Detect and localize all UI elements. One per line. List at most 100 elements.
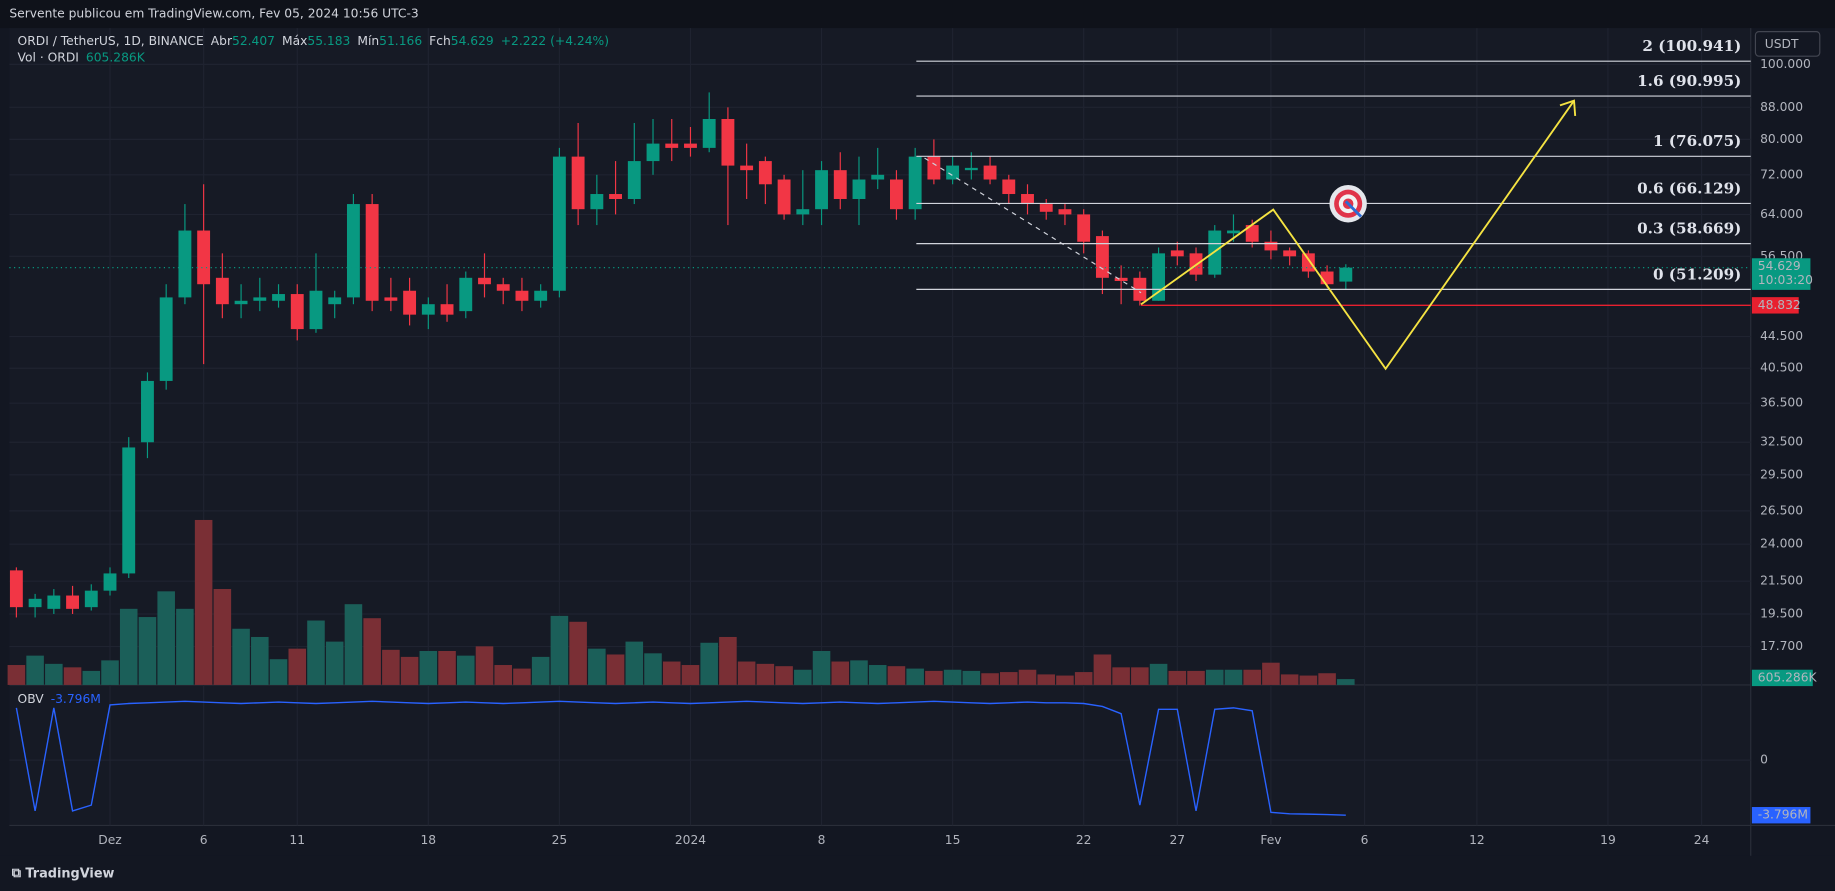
y-tick-label: 32.500 [1760, 435, 1803, 449]
arrow-head [1559, 99, 1577, 116]
candle-body [1170, 250, 1184, 257]
volume-bar [82, 670, 101, 685]
candle-body [590, 194, 604, 210]
volume-bar [831, 661, 850, 685]
volume-label-box [1751, 669, 1813, 687]
obv-value: -3.796M [51, 691, 101, 705]
volume-bar [288, 648, 307, 685]
candle-body [946, 165, 960, 180]
candle-body [1301, 253, 1315, 272]
level-label: 0.3 (58.669) [1637, 220, 1741, 238]
y-tick-label: 40.500 [1760, 361, 1803, 375]
candle-body [740, 165, 754, 171]
x-tick-label: 12 [1469, 833, 1485, 847]
stop-label-box [1751, 297, 1799, 314]
volume-bar [868, 665, 887, 685]
volume-bar [943, 669, 962, 685]
volume-bar [737, 661, 756, 685]
volume-bar [1262, 662, 1280, 685]
volume-bar [382, 649, 400, 685]
x-tick-label: 6 [1361, 833, 1369, 847]
x-tick-label: 24 [1694, 833, 1710, 847]
projection-path [1140, 100, 1575, 371]
candle-body [290, 294, 304, 330]
volume-bar [1168, 670, 1187, 685]
candle-body [646, 143, 660, 162]
volume-bar [681, 665, 700, 685]
volume-bar [138, 617, 157, 685]
last-price-box [1751, 258, 1811, 290]
volume-bar [101, 660, 119, 685]
ohlc-value: 54.629 [451, 33, 494, 47]
volume-bar [1318, 673, 1336, 685]
volume-legend: Vol · ORDI 605.286K [18, 50, 146, 64]
obv-line [15, 700, 1346, 816]
volume-bar [1018, 669, 1037, 685]
volume [7, 519, 1355, 685]
candle-body [1152, 253, 1166, 301]
legend-line: ORDI / TetherUS, 1D, BINANCE Abr52.407 Máx… [18, 33, 609, 47]
volume-bar [251, 636, 269, 685]
volume-bar [1243, 669, 1261, 685]
candle-body [721, 118, 735, 166]
ohlc-value: 55.183 [307, 33, 350, 47]
y-tick-label: 100.000 [1760, 57, 1811, 71]
y-tick-label: 36.500 [1760, 396, 1803, 410]
volume-bar [325, 641, 344, 685]
candle-body [234, 300, 248, 305]
candle-body [478, 277, 491, 285]
candle-body [871, 174, 885, 180]
candle-body [346, 204, 360, 298]
candle-body [84, 590, 98, 608]
volume-bar [925, 670, 943, 685]
y-tick-label: 88.000 [1760, 100, 1803, 114]
brand: ⧉ TradingView [12, 866, 115, 881]
x-tick-label: 11 [289, 833, 305, 847]
volume-bar [981, 673, 999, 685]
y-tick-label: 72.000 [1760, 167, 1803, 181]
symbol: ORDI / TetherUS, 1D, BINANCE [18, 33, 204, 47]
candle-body [440, 304, 454, 315]
candle-body [552, 156, 566, 291]
candle-body [1021, 194, 1034, 205]
x-tick-label: 2024 [675, 833, 706, 847]
candle-body [515, 290, 529, 301]
candle-body [1339, 267, 1353, 282]
candle-body [796, 209, 810, 215]
volume-bar [644, 653, 662, 685]
currency-button[interactable] [1754, 31, 1821, 57]
candle-body [66, 595, 79, 609]
volume-bar [1037, 674, 1056, 685]
volume-bar [456, 655, 475, 685]
candle-body [1245, 225, 1259, 242]
volume-bar [1149, 663, 1168, 685]
obv-name: OBV [18, 691, 45, 705]
volume-bar [662, 661, 681, 685]
currency[interactable]: USDT [1765, 37, 1799, 51]
candle-body [833, 170, 847, 200]
volume-bar [906, 668, 924, 685]
candle-body [627, 161, 641, 200]
volume-bar [475, 646, 494, 685]
candle-body [1114, 277, 1128, 281]
volume-bar [962, 670, 981, 685]
x-tick-label: 15 [945, 833, 961, 847]
obv-legend: OBV -3.796M [18, 691, 101, 705]
candle-body [159, 297, 173, 381]
x-tick-label: 27 [1169, 833, 1185, 847]
x-tick-label: 8 [818, 833, 826, 847]
volume-bar [588, 648, 606, 685]
y-tick-label: 80.000 [1760, 132, 1803, 146]
volume-bar [1299, 675, 1318, 685]
candle-body [309, 290, 323, 330]
candle-body [365, 204, 379, 301]
volume-bar [363, 618, 381, 685]
candle-body [272, 294, 285, 301]
candle-body [1002, 179, 1016, 195]
volume-bar [400, 656, 419, 685]
candle-body [983, 165, 997, 180]
volume-bar [719, 636, 737, 685]
